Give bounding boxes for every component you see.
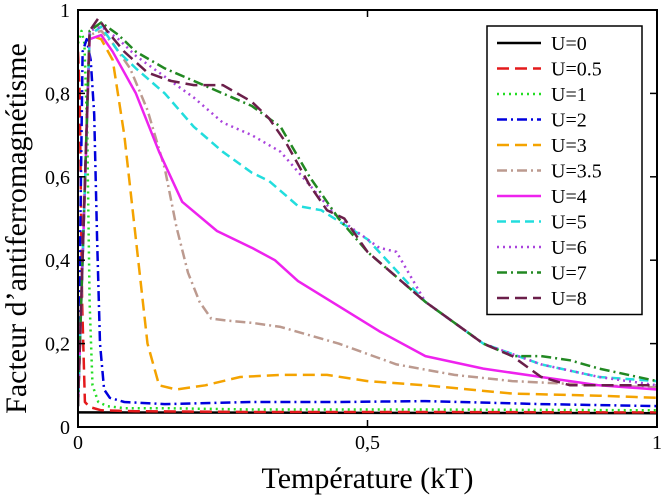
ticks-layer: 0 0,5 1 0 0,2 0,4 0,6 0,8 1	[45, 0, 662, 454]
series-line-9	[78, 25, 657, 407]
series-line-11	[78, 17, 657, 407]
legend-entry-label: U=2	[551, 110, 587, 132]
y-tick-label: 0	[60, 417, 70, 439]
legend-entry-label: U=3	[551, 135, 587, 157]
y-tick-label: 0,8	[45, 83, 70, 105]
legend-entry-label: U=0	[551, 33, 587, 55]
x-tick-label: 0	[73, 432, 83, 454]
y-axis-title: Facteur d’antiferromagnétisme	[0, 43, 33, 414]
series-line-4	[78, 37, 657, 408]
y-tick-label: 0,6	[45, 167, 70, 189]
x-tick-label: 1	[652, 432, 662, 454]
series-line-5	[78, 33, 657, 407]
y-tick-label: 1	[60, 0, 70, 22]
x-tick-label: 0,5	[355, 432, 380, 454]
y-tick-label: 0,2	[45, 334, 70, 356]
series-line-10	[78, 21, 657, 407]
legend-entry-label: U=8	[551, 288, 587, 310]
legend-entry-label: U=4	[551, 186, 587, 208]
legend: U=0 U=0.5 U=1 U=2 U=3 U=3.5 U=4 U=5 U=6 U=7 U=8	[486, 25, 643, 316]
legend-entry-label: U=1	[551, 84, 587, 106]
series-layer	[78, 17, 657, 415]
legend-entry-label: U=0.5	[551, 59, 602, 81]
y-tick-label: 0,4	[45, 250, 70, 272]
legend-entry-label: U=5	[551, 212, 587, 234]
x-axis-title: Température (kT)	[262, 462, 474, 495]
legend-entry-label: U=7	[551, 263, 587, 285]
series-line-7	[78, 33, 657, 407]
legend-entry-label: U=3.5	[551, 161, 602, 183]
legend-entry-label: U=6	[551, 237, 587, 259]
